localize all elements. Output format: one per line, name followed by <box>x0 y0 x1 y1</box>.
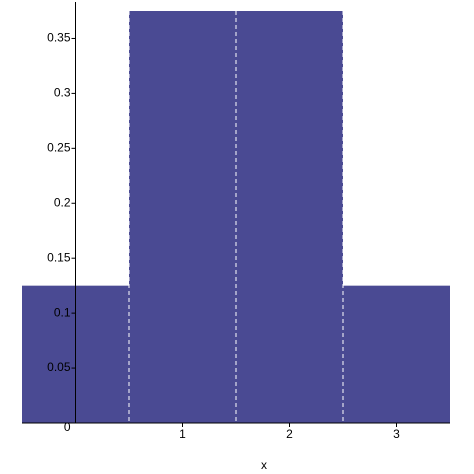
bar <box>236 11 343 423</box>
x-axis-label: x <box>261 458 267 472</box>
y-tick-label: 0.35 <box>47 31 71 45</box>
bar <box>129 11 236 423</box>
x-tick-label: 2 <box>286 427 293 441</box>
y-tick-label: 0.3 <box>54 86 71 100</box>
y-tick-label: 0 <box>64 420 71 434</box>
x-tick-label: 1 <box>179 427 186 441</box>
bar <box>343 285 450 423</box>
x-tick-label: 3 <box>393 427 400 441</box>
y-tick-label: 0.1 <box>54 305 71 319</box>
y-tick-label: 0.25 <box>47 141 71 155</box>
y-tick-label: 0.2 <box>54 195 71 209</box>
y-tick-label: 0.05 <box>47 360 71 374</box>
y-tick-label: 0.15 <box>47 250 71 264</box>
